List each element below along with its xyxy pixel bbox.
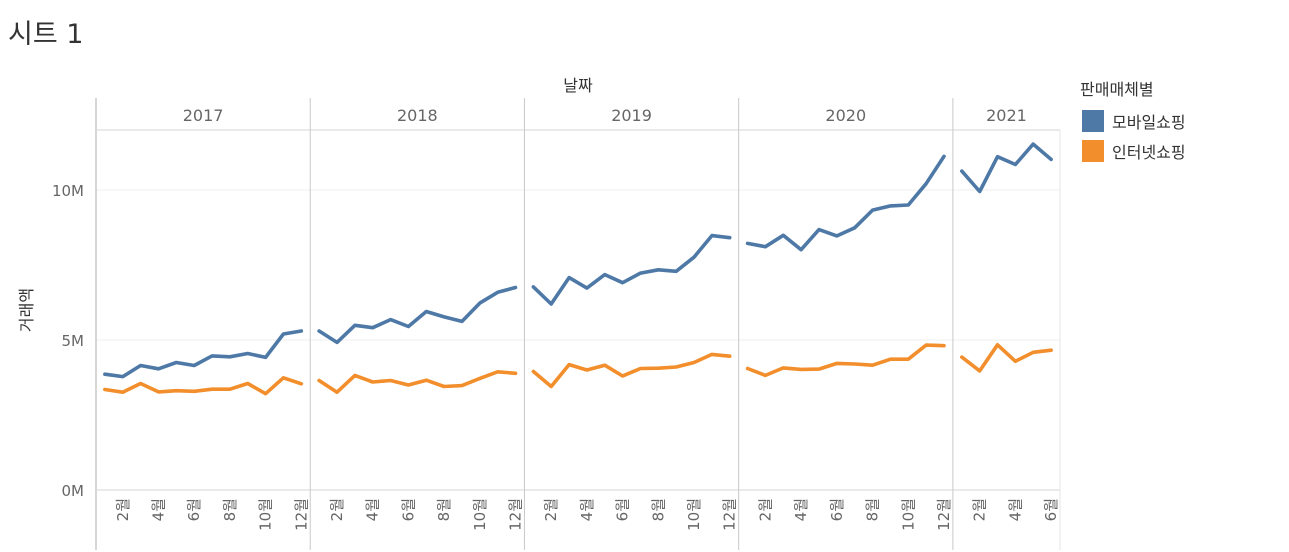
x-tick-label: 8월 bbox=[864, 498, 882, 521]
x-tick-label: 4월 bbox=[578, 498, 596, 521]
legend-item-internet[interactable]: 인터넷쇼핑 bbox=[1080, 136, 1186, 166]
x-tick-label: 2월 bbox=[542, 498, 560, 521]
series-line-mobile-2021[interactable] bbox=[959, 142, 1053, 194]
series-line-internet-2018[interactable] bbox=[317, 369, 518, 395]
x-tick-label: 6월 bbox=[614, 498, 632, 521]
x-tick-label: 4월 bbox=[149, 498, 167, 521]
x-tick-label: 4월 bbox=[364, 498, 382, 521]
series-line-mobile-2020[interactable] bbox=[745, 154, 946, 252]
series-line-mobile-2018[interactable] bbox=[317, 285, 518, 345]
year-header-2020: 2020 bbox=[825, 106, 866, 125]
x-tick-label: 2월 bbox=[756, 498, 774, 521]
series-line-internet-2020[interactable] bbox=[745, 343, 946, 378]
x-tick-label: 2월 bbox=[114, 498, 132, 521]
x-tick-label: 2월 bbox=[328, 498, 346, 521]
x-tick-label: 6월 bbox=[399, 498, 417, 521]
year-header-2017: 2017 bbox=[183, 106, 224, 125]
x-tick-label: 12월 bbox=[507, 498, 525, 531]
x-tick-label: 12월 bbox=[292, 498, 310, 531]
y-axis-title: 거래액 bbox=[17, 288, 36, 332]
x-tick-label: 8월 bbox=[221, 498, 239, 521]
series-line-internet-2021[interactable] bbox=[959, 342, 1053, 373]
year-header-2019: 2019 bbox=[611, 106, 652, 125]
series-line-mobile-2017[interactable] bbox=[103, 329, 304, 379]
series-line-mobile-2019[interactable] bbox=[531, 233, 732, 306]
x-tick-label: 8월 bbox=[649, 498, 667, 521]
legend-title: 판매매체별 bbox=[1080, 80, 1154, 99]
x-tick-label: 10월 bbox=[899, 498, 917, 531]
x-tick-label: 12월 bbox=[721, 498, 739, 531]
legend-swatch-internet bbox=[1082, 140, 1104, 162]
x-tick-label: 4월 bbox=[1006, 498, 1024, 521]
legend: 판매매체별 모바일쇼핑 인터넷쇼핑 bbox=[1080, 76, 1186, 166]
y-tick-label: 5M bbox=[62, 332, 85, 350]
series-line-internet-2017[interactable] bbox=[103, 375, 304, 396]
year-header-2021: 2021 bbox=[986, 106, 1027, 125]
x-tick-label: 2월 bbox=[971, 498, 989, 521]
year-header-2018: 2018 bbox=[397, 106, 438, 125]
x-tick-label: 4월 bbox=[792, 498, 810, 521]
y-tick-label: 10M bbox=[52, 182, 84, 200]
legend-swatch-mobile bbox=[1082, 110, 1104, 132]
x-tick-label: 6월 bbox=[185, 498, 203, 521]
x-tick-label: 10월 bbox=[257, 498, 275, 531]
x-tick-label: 8월 bbox=[435, 498, 453, 521]
sheet-title: 시트 1 bbox=[8, 19, 84, 50]
x-tick-label: 6월 bbox=[828, 498, 846, 521]
series-line-internet-2019[interactable] bbox=[531, 352, 732, 389]
legend-label-internet: 인터넷쇼핑 bbox=[1112, 143, 1186, 162]
x-tick-label: 10월 bbox=[471, 498, 489, 531]
y-tick-label: 0M bbox=[62, 482, 85, 500]
x-axis-title: 날짜 bbox=[563, 76, 593, 95]
legend-item-mobile[interactable]: 모바일쇼핑 bbox=[1080, 106, 1186, 136]
x-tick-label: 6월 bbox=[1042, 498, 1060, 521]
legend-label-mobile: 모바일쇼핑 bbox=[1112, 113, 1186, 132]
x-tick-label: 12월 bbox=[935, 498, 953, 531]
line-chart: 날짜 거래액 0M 5M 10M 2017 2018 2019 2020 2021 2월 4월… bbox=[17, 76, 1061, 550]
x-tick-label: 10월 bbox=[685, 498, 703, 531]
